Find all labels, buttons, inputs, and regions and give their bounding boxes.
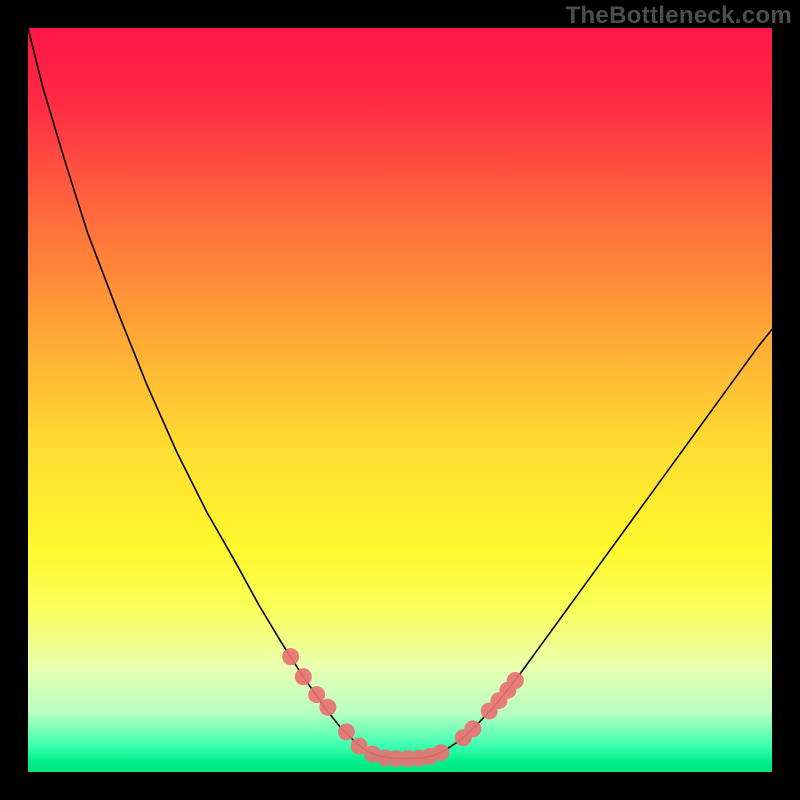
- data-marker: [507, 672, 524, 689]
- data-marker: [338, 723, 355, 740]
- plot-background: [28, 28, 772, 772]
- bottleneck-curve-figure: [0, 0, 800, 800]
- data-marker: [295, 668, 312, 685]
- data-marker: [319, 699, 336, 716]
- watermark-text: TheBottleneck.com: [566, 2, 792, 30]
- data-marker: [432, 744, 449, 761]
- data-marker: [464, 720, 481, 737]
- data-marker: [282, 648, 299, 665]
